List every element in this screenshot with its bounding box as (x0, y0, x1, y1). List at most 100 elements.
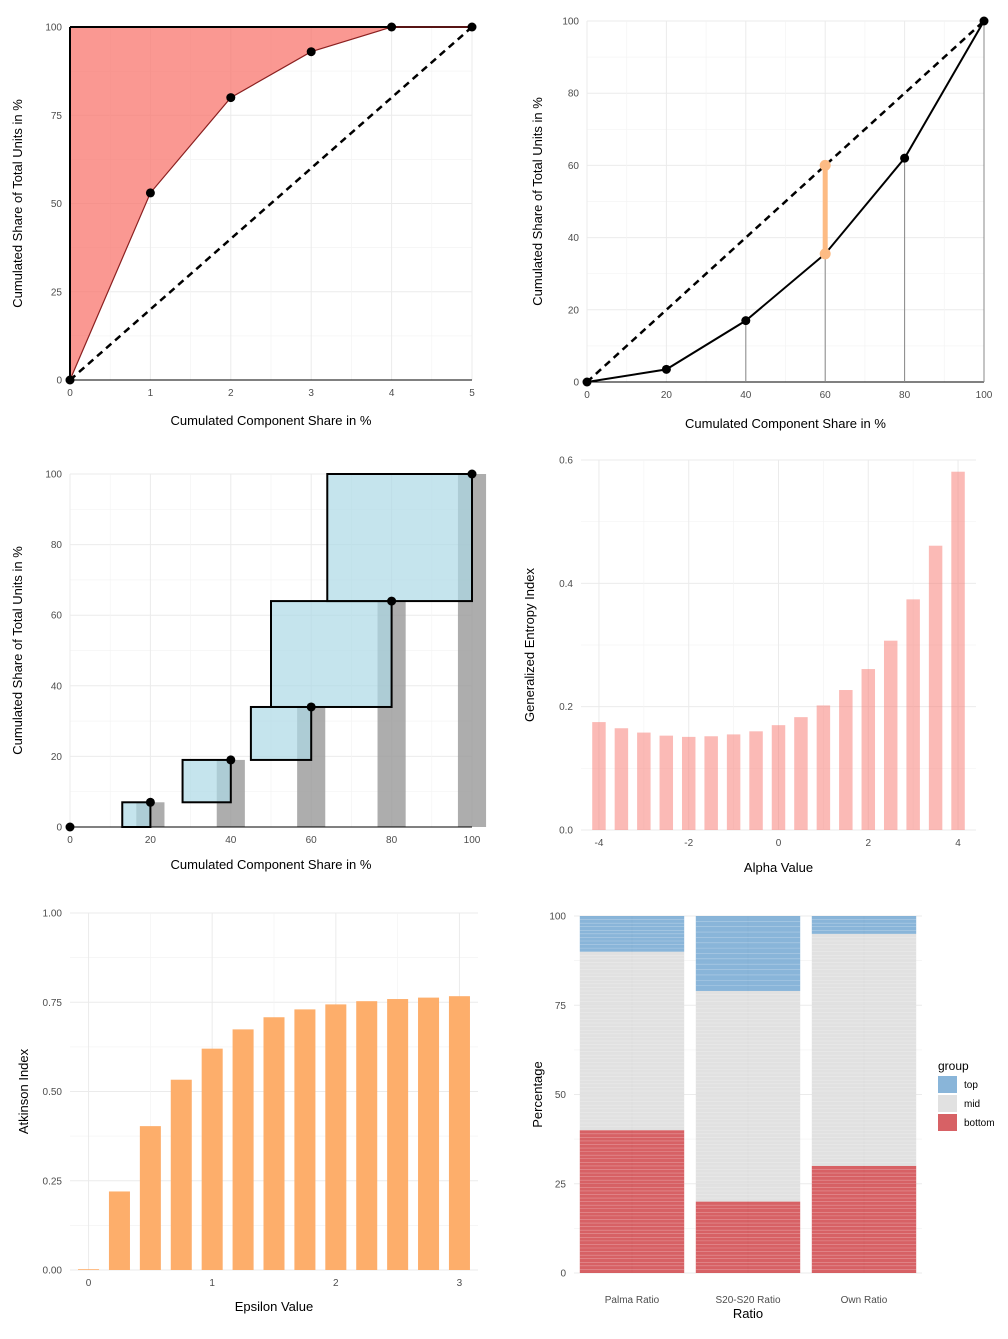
bar (232, 1029, 254, 1270)
x-tick-label: -4 (595, 838, 604, 849)
y-axis-label: Percentage (530, 1061, 545, 1128)
y-tick-label: 0.2 (559, 702, 573, 713)
bar (906, 599, 920, 830)
bar (387, 999, 409, 1270)
x-axis-label: Cumulated Component Share in % (171, 857, 372, 872)
bar (771, 725, 786, 830)
x-tick-label: 60 (820, 390, 832, 401)
x-axis-label: Epsilon Value (235, 1299, 314, 1314)
y-tick-label: 80 (568, 89, 580, 100)
bar (637, 732, 651, 830)
chart-generalized-entropy: 0.0 0.2 0.4 0.6 -4 -2 0 2 4 Alpha Value Generalize… (522, 456, 976, 875)
legend: group top mid bottom (938, 1059, 995, 1131)
stack-segment-mid (579, 951, 685, 1131)
x-axis-label: Ratio (733, 1306, 763, 1321)
bar (704, 736, 718, 830)
share-box (121, 801, 152, 829)
bar (794, 717, 808, 830)
bar (108, 1191, 130, 1270)
chart-lorenz-curve: 0 20 40 60 80 100 0 20 40 60 80 100 Cumulated Compon… (530, 16, 993, 431)
y-axis-label: Atkinson Index (16, 1048, 31, 1134)
legend-label-top: top (964, 1080, 978, 1091)
share-box (270, 600, 393, 708)
y-tick-label: 25 (51, 287, 63, 298)
y-tick-label: 40 (51, 681, 63, 692)
legend-swatch-bottom (938, 1114, 957, 1131)
data-point (741, 316, 751, 326)
chart-lorenz-area: 0 25 50 75 100 0 1 2 3 4 5 Cumulated Component Shar… (10, 22, 477, 428)
y-tick-label: 0 (56, 376, 62, 387)
y-tick-label: 75 (555, 1001, 567, 1012)
chart-ratio-stacked: 0 25 50 75 100 Palma Ratio S20-S20 Ratio Own Ra… (530, 912, 995, 1322)
y-tick-label: 0.50 (43, 1087, 63, 1098)
y-tick-label: 100 (45, 23, 62, 34)
x-tick-label: 3 (308, 388, 314, 399)
x-axis-label: Alpha Value (744, 860, 813, 875)
y-tick-label: 1.00 (43, 909, 63, 920)
chart-lorenz-boxes: 0 20 40 60 80 100 0 20 40 60 80 100 Cumulated Compon… (10, 469, 487, 872)
data-point (306, 702, 316, 712)
chart-atkinson-index: 0.00 0.25 0.50 0.75 1.00 0 1 2 3 Epsilon Value Atk… (16, 909, 478, 1314)
x-tick-label: 4 (955, 838, 961, 849)
stack-segment-bottom (811, 1165, 917, 1273)
y-tick-label: 50 (555, 1090, 567, 1101)
stack-segment-top (579, 916, 685, 952)
y-tick-label: 20 (568, 305, 580, 316)
bar (749, 731, 763, 830)
y-tick-label: 80 (51, 540, 63, 551)
bar (839, 690, 853, 830)
x-tick-label: -2 (684, 838, 693, 849)
data-point (145, 188, 155, 198)
x-tick-label: 5 (469, 388, 475, 399)
data-point (900, 153, 910, 163)
x-tick-label: 20 (145, 835, 157, 846)
data-point (226, 755, 236, 765)
x-tick-label: 2 (333, 1278, 339, 1289)
x-tick-label: 2 (865, 838, 871, 849)
y-tick-label: 100 (562, 17, 579, 28)
bar (614, 728, 629, 830)
x-tick-label: 80 (899, 390, 911, 401)
x-tick-label: 1 (209, 1278, 215, 1289)
bar (356, 1001, 378, 1270)
data-point (467, 469, 477, 479)
x-tick-label: 40 (225, 835, 237, 846)
bar (816, 705, 831, 830)
share-box (181, 758, 232, 804)
bar (325, 1004, 347, 1270)
bar (928, 545, 943, 830)
share-box (249, 705, 313, 761)
bar (263, 1017, 285, 1270)
y-tick-label: 0.25 (43, 1176, 63, 1187)
bar (883, 640, 898, 830)
stack-segment-top (695, 916, 801, 991)
x-tick-label: 20 (661, 390, 673, 401)
bar (418, 997, 440, 1270)
bar (448, 996, 470, 1270)
x-tick-label: 100 (464, 835, 481, 846)
y-tick-label: 0.4 (559, 579, 573, 590)
x-tick-label: 4 (389, 388, 395, 399)
bar (681, 736, 696, 830)
x-tick-label: 0 (584, 390, 590, 401)
equality-line (69, 26, 473, 381)
x-tick-label: 100 (976, 390, 993, 401)
x-tick-label: Palma Ratio (605, 1295, 660, 1306)
stack-segment-bottom (579, 1130, 685, 1273)
y-tick-label: 25 (555, 1179, 567, 1190)
y-tick-label: 50 (51, 199, 63, 210)
data-point (306, 47, 316, 57)
data-point (145, 797, 155, 807)
x-tick-label: 1 (148, 388, 154, 399)
y-axis-label: Cumulated Share of Total Units in % (10, 546, 25, 755)
data-point (819, 159, 831, 171)
bar (861, 669, 876, 830)
y-tick-label: 0.0 (559, 826, 573, 837)
bar (951, 471, 965, 830)
legend-label-mid: mid (964, 1099, 980, 1110)
y-tick-label: 100 (549, 912, 566, 923)
data-point (387, 22, 397, 32)
bar (294, 1009, 316, 1270)
data-point (661, 364, 671, 374)
